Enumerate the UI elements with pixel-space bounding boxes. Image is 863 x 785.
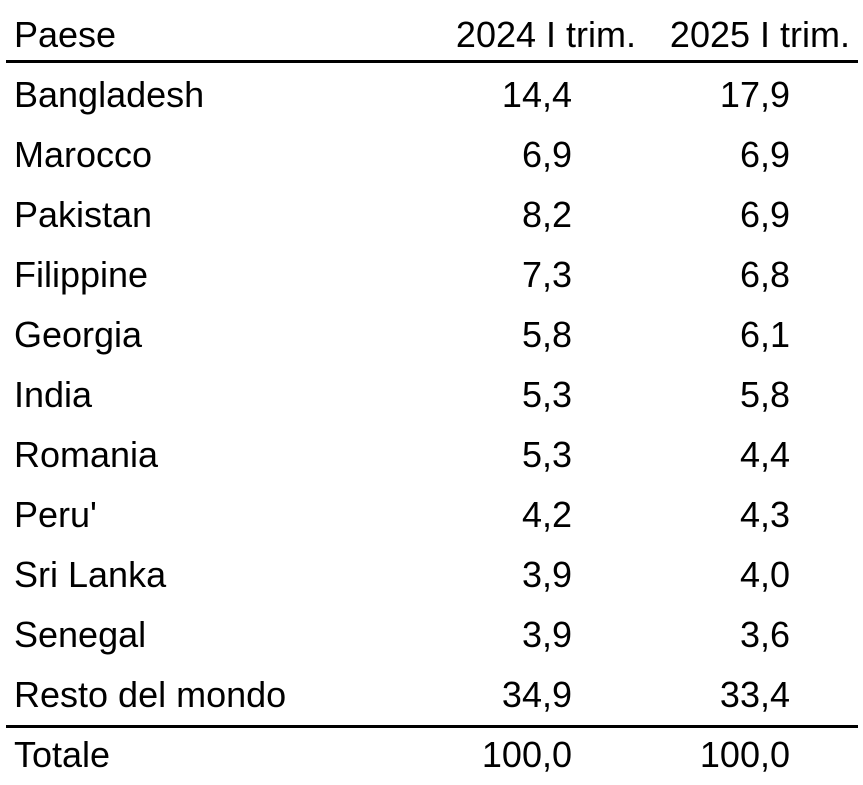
country-cell: Resto del mondo <box>14 674 287 715</box>
country-cell: Georgia <box>14 314 143 355</box>
value-2024-cell: 4,2 <box>521 494 572 535</box>
value-2025-cell: 6,1 <box>739 314 790 355</box>
value-2024-cell: 14,4 <box>501 74 572 115</box>
table-row: Georgia 5,8 6,1 <box>6 305 858 365</box>
table-row: Bangladesh 14,4 17,9 <box>6 65 858 125</box>
total-label: Totale <box>14 734 111 775</box>
table-total-row: Totale 100,0 100,0 <box>6 725 858 785</box>
value-2025-cell: 5,8 <box>739 374 790 415</box>
country-cell: Sri Lanka <box>14 554 167 595</box>
data-table: Paese 2024 I trim. 2025 I trim. Banglade… <box>6 0 858 785</box>
value-2024-cell: 3,9 <box>521 614 572 655</box>
value-2025-cell: 4,4 <box>739 434 790 475</box>
value-2025-cell: 3,6 <box>739 614 790 655</box>
country-cell: Pakistan <box>14 194 153 235</box>
header-2025: 2025 I trim. <box>669 14 850 55</box>
value-2025-cell: 4,0 <box>739 554 790 595</box>
value-2024-cell: 5,3 <box>521 374 572 415</box>
table-row: Filippine 7,3 6,8 <box>6 245 858 305</box>
table-body: Bangladesh 14,4 17,9 Marocco 6,9 6,9 Pakistan 8… <box>6 62 858 725</box>
value-2024-cell: 34,9 <box>501 674 572 715</box>
value-2025-cell: 4,3 <box>739 494 790 535</box>
table-row: Senegal 3,9 3,6 <box>6 605 858 665</box>
value-2025-cell: 33,4 <box>719 674 790 715</box>
value-2024-cell: 6,9 <box>521 134 572 175</box>
table-row: Marocco 6,9 6,9 <box>6 125 858 185</box>
value-2024-cell: 3,9 <box>521 554 572 595</box>
table-row: Romania 5,3 4,4 <box>6 425 858 485</box>
country-cell: Peru' <box>14 494 97 535</box>
table-row: India 5,3 5,8 <box>6 365 858 425</box>
value-2025-cell: 6,8 <box>739 254 790 295</box>
country-cell: Marocco <box>14 134 153 175</box>
country-cell: Senegal <box>14 614 147 655</box>
value-2025-cell: 17,9 <box>719 74 790 115</box>
table-row: Pakistan 8,2 6,9 <box>6 185 858 245</box>
value-2024-cell: 5,3 <box>521 434 572 475</box>
header-rule <box>6 60 858 63</box>
header-paese: Paese <box>14 14 117 55</box>
value-2024-cell: 8,2 <box>521 194 572 235</box>
country-cell: Romania <box>14 434 159 475</box>
table-row: Peru' 4,2 4,3 <box>6 485 858 545</box>
value-2025-cell: 6,9 <box>739 134 790 175</box>
table-row: Sri Lanka 3,9 4,0 <box>6 545 858 605</box>
country-cell: Bangladesh <box>14 74 205 115</box>
header-2024: 2024 I trim. <box>455 14 636 55</box>
value-2024-cell: 7,3 <box>521 254 572 295</box>
total-2025: 100,0 <box>699 734 790 775</box>
value-2024-cell: 5,8 <box>521 314 572 355</box>
table-row: Resto del mondo 34,9 33,4 <box>6 665 858 725</box>
country-cell: Filippine <box>14 254 149 295</box>
table-header-row: Paese 2024 I trim. 2025 I trim. <box>6 0 858 62</box>
value-2025-cell: 6,9 <box>739 194 790 235</box>
country-cell: India <box>14 374 93 415</box>
total-rule <box>6 725 858 728</box>
total-2024: 100,0 <box>481 734 572 775</box>
